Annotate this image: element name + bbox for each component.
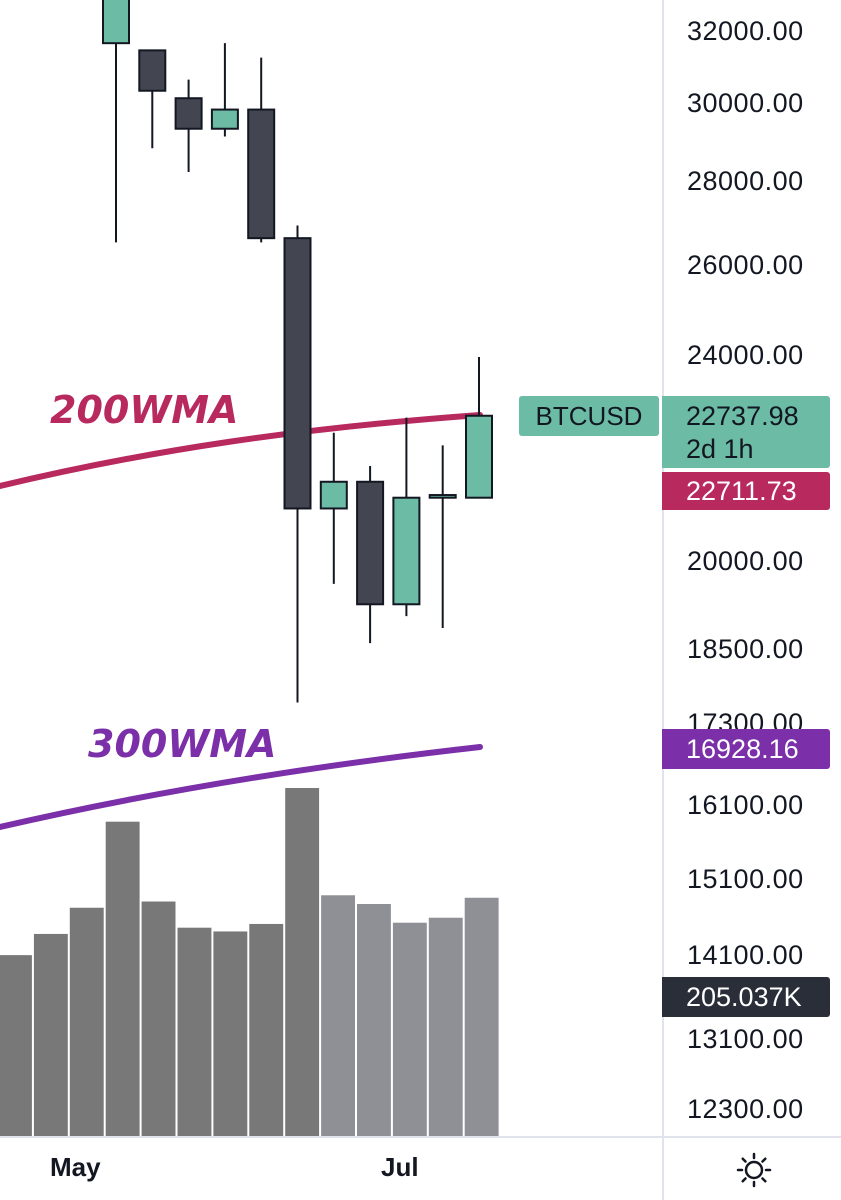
candle-down: [174, 79, 203, 173]
volume-bar: [428, 917, 463, 1136]
price-tick: 32000.00: [687, 16, 804, 46]
time-tick-may: May: [50, 1152, 101, 1182]
candle-body: [102, 0, 130, 45]
volume-bar: [321, 895, 355, 1136]
price-tick: 13100.00: [687, 1024, 804, 1054]
price-tick: 16100.00: [687, 790, 804, 820]
volume-bar: [464, 897, 499, 1136]
price-tick: 12300.00: [687, 1094, 804, 1124]
candle-up: [102, 0, 130, 243]
candle-body: [428, 494, 457, 499]
volume-bar: [249, 923, 284, 1136]
volume-bar: [141, 901, 176, 1136]
candle-body: [392, 496, 421, 606]
price-tick: 15100.00: [687, 864, 804, 894]
price-tick: 28000.00: [687, 166, 804, 196]
bar-countdown: 2d 1h: [686, 434, 754, 464]
volume-bars: [0, 788, 499, 1136]
candles: [102, 0, 493, 703]
price-tick: 20000.00: [687, 546, 804, 576]
candle-down: [247, 57, 276, 243]
candle-body: [465, 414, 493, 499]
last-price-value: 22737.98: [686, 401, 799, 431]
volume-value-tag: 205.037K: [662, 977, 830, 1017]
volume-bar: [33, 933, 68, 1136]
candle-up: [465, 356, 493, 499]
time-tick-jul: Jul: [381, 1152, 419, 1182]
gear-icon[interactable]: [734, 1150, 774, 1190]
candle-down: [138, 49, 167, 149]
volume-bar: [177, 927, 212, 1136]
volume-bar: [392, 922, 427, 1136]
ma300-label: 300WMA: [88, 722, 277, 766]
candle-body: [174, 97, 203, 130]
ma300-value-tag: 16928.16: [662, 729, 830, 769]
candle-up: [428, 445, 457, 629]
candle-body: [319, 480, 348, 510]
ma200-label: 200WMA: [50, 388, 239, 432]
candle-body: [247, 108, 276, 240]
symbol-badge: BTCUSD: [519, 396, 659, 436]
candle-up: [392, 417, 421, 617]
candle-body: [210, 108, 239, 130]
volume-bar: [105, 821, 140, 1136]
price-tick: 30000.00: [687, 88, 804, 118]
volume-bar: [213, 931, 248, 1136]
candle-body: [138, 49, 167, 92]
candle-up: [210, 43, 239, 137]
candle-body: [283, 237, 312, 510]
candle-body: [356, 480, 385, 606]
price-tick: 18500.00: [687, 634, 804, 664]
volume-bar: [0, 955, 32, 1136]
candle-down: [356, 466, 385, 644]
price-tick: 26000.00: [687, 250, 804, 280]
ma300-line: [0, 744, 483, 830]
price-tick: 24000.00: [687, 340, 804, 370]
volume-bar: [285, 788, 320, 1136]
candle-up: [319, 432, 348, 584]
ma200-value-tag: 22711.73: [662, 472, 830, 510]
candle-down: [283, 225, 312, 703]
volume-bar: [69, 907, 104, 1136]
volume-bar: [357, 904, 391, 1136]
last-price-tag: 22737.98 2d 1h: [662, 396, 830, 468]
price-tick: 14100.00: [687, 940, 804, 970]
